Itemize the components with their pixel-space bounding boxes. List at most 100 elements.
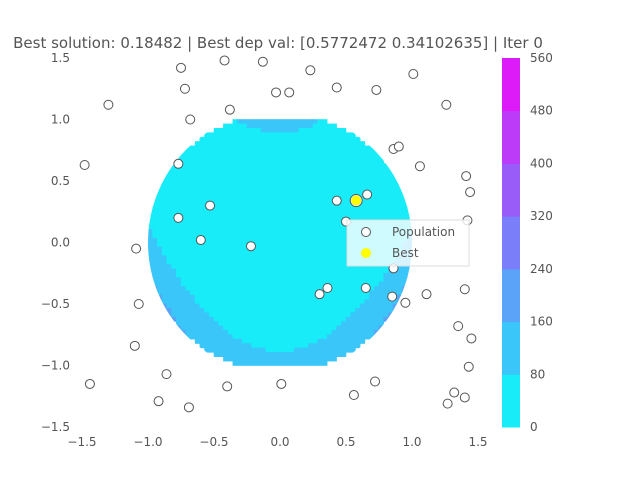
- contour-cell: [171, 202, 177, 208]
- contour-cell: [171, 229, 177, 235]
- contour-cell: [340, 294, 347, 300]
- contour-cell: [317, 171, 323, 177]
- contour-cell: [194, 154, 201, 160]
- contour-cell: [157, 189, 163, 195]
- contour-cell: [260, 277, 267, 283]
- contour-cell: [227, 259, 234, 265]
- contour-cell: [213, 202, 220, 208]
- contour-cell: [185, 268, 191, 274]
- contour-cell: [350, 290, 356, 296]
- contour-cell: [350, 334, 356, 340]
- contour-cell: [359, 176, 366, 182]
- contour-cell: [378, 207, 385, 213]
- contour-cell: [340, 268, 347, 274]
- contour-cell: [350, 338, 356, 344]
- contour-cell: [359, 141, 366, 147]
- contour-cell: [373, 180, 380, 186]
- contour-cell: [303, 220, 309, 226]
- contour-cell: [157, 211, 163, 217]
- contour-cell: [246, 277, 253, 283]
- contour-cell: [218, 343, 224, 349]
- contour-cell: [166, 272, 172, 278]
- contour-cell: [369, 198, 375, 204]
- contour-cell: [171, 294, 177, 300]
- contour-cell: [199, 330, 205, 336]
- contour-cell: [251, 286, 257, 292]
- contour-cell: [312, 145, 319, 151]
- contour-cell: [218, 352, 224, 358]
- contour-cell: [227, 246, 234, 252]
- contour-cell: [256, 198, 262, 204]
- population-point: [173, 212, 184, 223]
- colorbar-tick-label: 80: [530, 367, 545, 381]
- contour-cell: [208, 163, 215, 169]
- contour-cell: [312, 250, 319, 256]
- contour-cell: [355, 312, 361, 318]
- contour-cell: [208, 281, 215, 287]
- contour-cell: [199, 189, 205, 195]
- contour-cell: [350, 321, 356, 327]
- contour-cell: [270, 308, 276, 314]
- contour-cell: [194, 312, 201, 318]
- contour-cell: [227, 220, 234, 226]
- contour-cell: [185, 330, 191, 336]
- contour-cell: [237, 171, 243, 177]
- contour-cell: [322, 294, 328, 300]
- contour-cell: [293, 149, 300, 155]
- contour-cell: [350, 207, 356, 213]
- contour-cell: [194, 207, 201, 213]
- contour-cell: [317, 321, 323, 327]
- contour-cell: [350, 325, 356, 331]
- chart-title: Best solution: 0.18482 | Best dep val: […: [13, 34, 543, 52]
- contour-cell: [279, 207, 286, 213]
- contour-cell: [345, 264, 352, 270]
- contour-cell: [218, 211, 224, 217]
- contour-cell: [284, 268, 290, 274]
- contour-cell: [199, 193, 205, 199]
- contour-cell: [208, 167, 215, 173]
- contour-cell: [289, 286, 295, 292]
- contour-cell: [208, 277, 215, 283]
- contour-cell: [270, 294, 276, 300]
- contour-cell: [336, 316, 342, 322]
- contour-cell: [152, 259, 158, 265]
- contour-cell: [284, 132, 290, 138]
- contour-cell: [289, 189, 295, 195]
- contour-cell: [369, 211, 375, 217]
- contour-cell: [232, 220, 238, 226]
- contour-cell: [326, 316, 333, 322]
- contour-cell: [298, 180, 304, 186]
- contour-cell: [326, 250, 333, 256]
- contour-cell: [241, 356, 248, 362]
- contour-cell: [208, 299, 215, 305]
- contour-cell: [256, 303, 262, 309]
- contour-cell: [378, 290, 385, 296]
- contour-cell: [388, 185, 394, 191]
- contour-cell: [204, 224, 210, 230]
- contour-cell: [303, 158, 309, 164]
- contour-cell: [256, 167, 262, 173]
- contour-cell: [326, 308, 333, 314]
- contour-cell: [317, 303, 323, 309]
- contour-cell: [246, 352, 253, 358]
- contour-cell: [218, 141, 224, 147]
- contour-cell: [265, 272, 271, 278]
- contour-cell: [161, 242, 168, 248]
- contour-cell: [241, 277, 248, 283]
- contour-cell: [265, 347, 271, 353]
- contour-cell: [175, 154, 182, 160]
- contour-cell: [289, 268, 295, 274]
- contour-cell: [251, 334, 257, 340]
- contour-cell: [274, 233, 281, 239]
- contour-cell: [265, 356, 271, 362]
- contour-cell: [274, 356, 281, 362]
- contour-cell: [185, 299, 191, 305]
- contour-cell: [345, 136, 352, 142]
- contour-cell: [190, 294, 196, 300]
- contour-cell: [279, 185, 286, 191]
- contour-cell: [317, 330, 323, 336]
- contour-cell: [148, 224, 154, 230]
- contour-cell: [218, 242, 224, 248]
- contour-cell: [218, 330, 224, 336]
- contour-cell: [218, 338, 224, 344]
